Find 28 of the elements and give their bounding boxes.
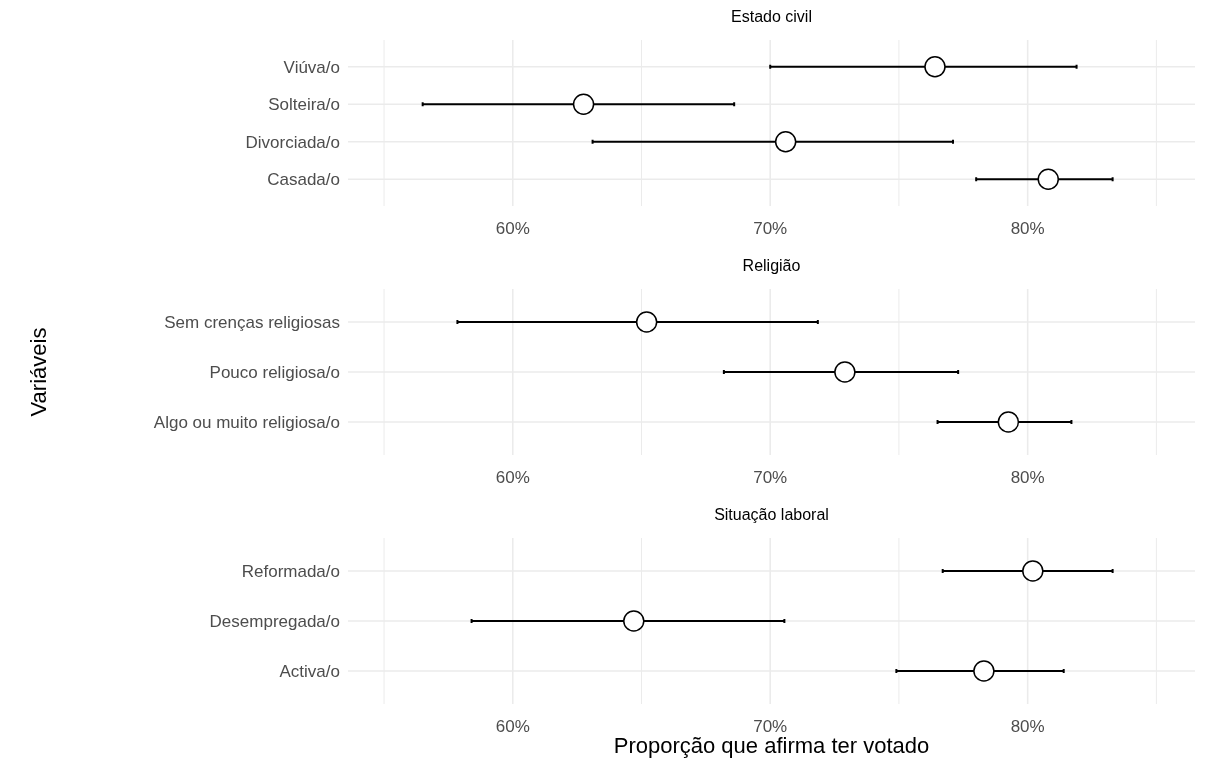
y-tick-label: Reformada/o [241,561,340,581]
x-tick-label: 70% [753,219,788,238]
chart-title: Religião [742,257,801,274]
point [572,93,595,115]
x-tick-label: 60% [495,717,530,736]
x-tick-label: 80% [1010,219,1045,238]
y-tick-label: Pouco religiosa/o [209,362,340,382]
x-tick-label: 80% [1010,468,1045,487]
x-tick-label: 60% [495,468,530,487]
chart-title: Estado civil [731,8,812,25]
chart-title: Situação laboral [714,506,829,523]
y-tick-label: Viúva/o [283,57,340,77]
x-tick-label: 70% [753,468,788,487]
y-axis-title: Variáveis [26,327,51,417]
x-tick-label: 60% [495,219,530,238]
y-tick-label: Desempregada/o [209,611,340,631]
y-tick-label: Activa/o [279,661,340,681]
x-tick-label: 70% [753,717,788,736]
y-tick-label: Solteira/o [268,95,340,115]
y-tick-label: Divorciada/o [245,132,340,152]
x-tick-label: 80% [1010,717,1045,736]
point [924,56,946,78]
point [774,131,797,153]
y-tick-label: Sem crenças religiosas [164,312,340,332]
y-tick-label: Casada/o [267,170,340,190]
point [1037,168,1060,190]
y-tick-label: Algo ou muito religiosa/o [153,412,340,432]
x-axis-title: Proporção que afirma ter votado [613,733,930,758]
